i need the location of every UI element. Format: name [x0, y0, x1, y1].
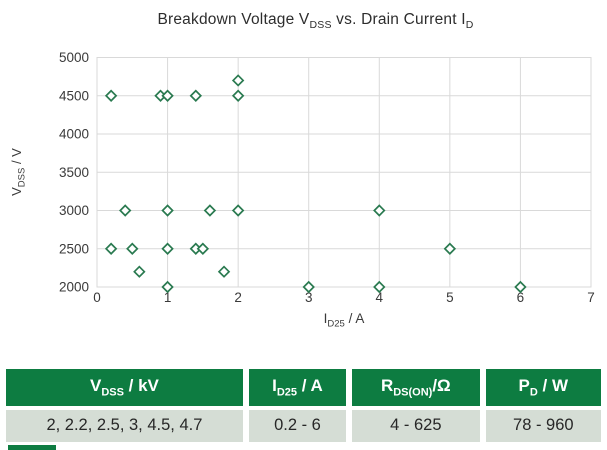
data-point-marker — [203, 204, 217, 217]
value-vdss: 2, 2.2, 2.5, 3, 4.5, 4.7 — [6, 410, 243, 443]
y-tick-label: 2500 — [59, 241, 89, 256]
header-rdson: RDS(ON)/Ω — [352, 369, 480, 407]
data-point-marker — [189, 89, 203, 102]
chart-title: Breakdown Voltage VDSS vs. Drain Current… — [157, 11, 474, 32]
data-point-marker — [231, 204, 245, 217]
y-tick-label: 4500 — [59, 88, 89, 103]
x-tick-label: 2 — [234, 290, 242, 305]
header-pd: PD / W — [485, 369, 601, 407]
value-rdson: 4 - 625 — [352, 410, 480, 443]
header-vdss: VDSS / kV — [6, 369, 243, 407]
x-tick-label: 3 — [305, 290, 313, 305]
value-pd: 78 - 960 — [485, 410, 601, 443]
y-tick-label: 3000 — [59, 203, 89, 218]
y-tick-label: 4000 — [59, 127, 89, 142]
logo-fragment — [8, 445, 56, 450]
data-point-marker — [161, 242, 174, 255]
data-point-marker — [302, 280, 315, 294]
summary-table: VDSS / kV ID25 / A RDS(ON)/Ω PD / W 2, 2… — [0, 365, 607, 446]
data-point-marker — [196, 242, 210, 255]
x-axis-title: ID25 / A — [323, 311, 365, 330]
y-tick-label: 5000 — [59, 50, 89, 65]
x-tick-label: 1 — [164, 290, 172, 305]
data-point-marker — [373, 204, 386, 217]
data-point-marker — [126, 242, 139, 255]
table-header-row: VDSS / kV ID25 / A RDS(ON)/Ω PD / W — [6, 369, 601, 407]
data-point-marker — [443, 242, 457, 255]
data-point-marker — [104, 242, 118, 255]
data-point-marker — [217, 265, 231, 278]
data-point-marker — [133, 265, 146, 278]
table-value-row: 2, 2.2, 2.5, 3, 4.5, 4.7 0.2 - 6 4 - 625… — [6, 410, 601, 443]
plot-border — [96, 57, 592, 288]
y-tick-label: 2000 — [59, 280, 89, 295]
header-id25: ID25 / A — [248, 369, 347, 407]
data-point-marker — [104, 89, 118, 102]
x-tick-label: 5 — [446, 290, 454, 305]
data-point-marker — [161, 89, 174, 102]
data-point-marker — [161, 280, 174, 294]
data-point-marker — [231, 89, 245, 102]
data-point-marker — [373, 280, 386, 294]
y-axis-title: VDSS / V — [9, 148, 28, 196]
value-id25: 0.2 - 6 — [248, 410, 347, 443]
x-tick-label: 7 — [587, 290, 595, 305]
x-tick-label: 4 — [376, 290, 384, 305]
x-tick-label: 6 — [517, 290, 525, 305]
x-tick-label: 0 — [93, 290, 101, 305]
data-point-marker — [161, 204, 174, 217]
data-point-marker — [119, 204, 132, 217]
data-point-marker — [514, 280, 527, 294]
scatter-chart: 0 1 2 3 4 5 6 7 2000 2500 3000 3500 4000 4500 5000 — [59, 50, 595, 305]
data-point-marker — [231, 74, 245, 87]
y-tick-label: 3500 — [59, 165, 89, 180]
